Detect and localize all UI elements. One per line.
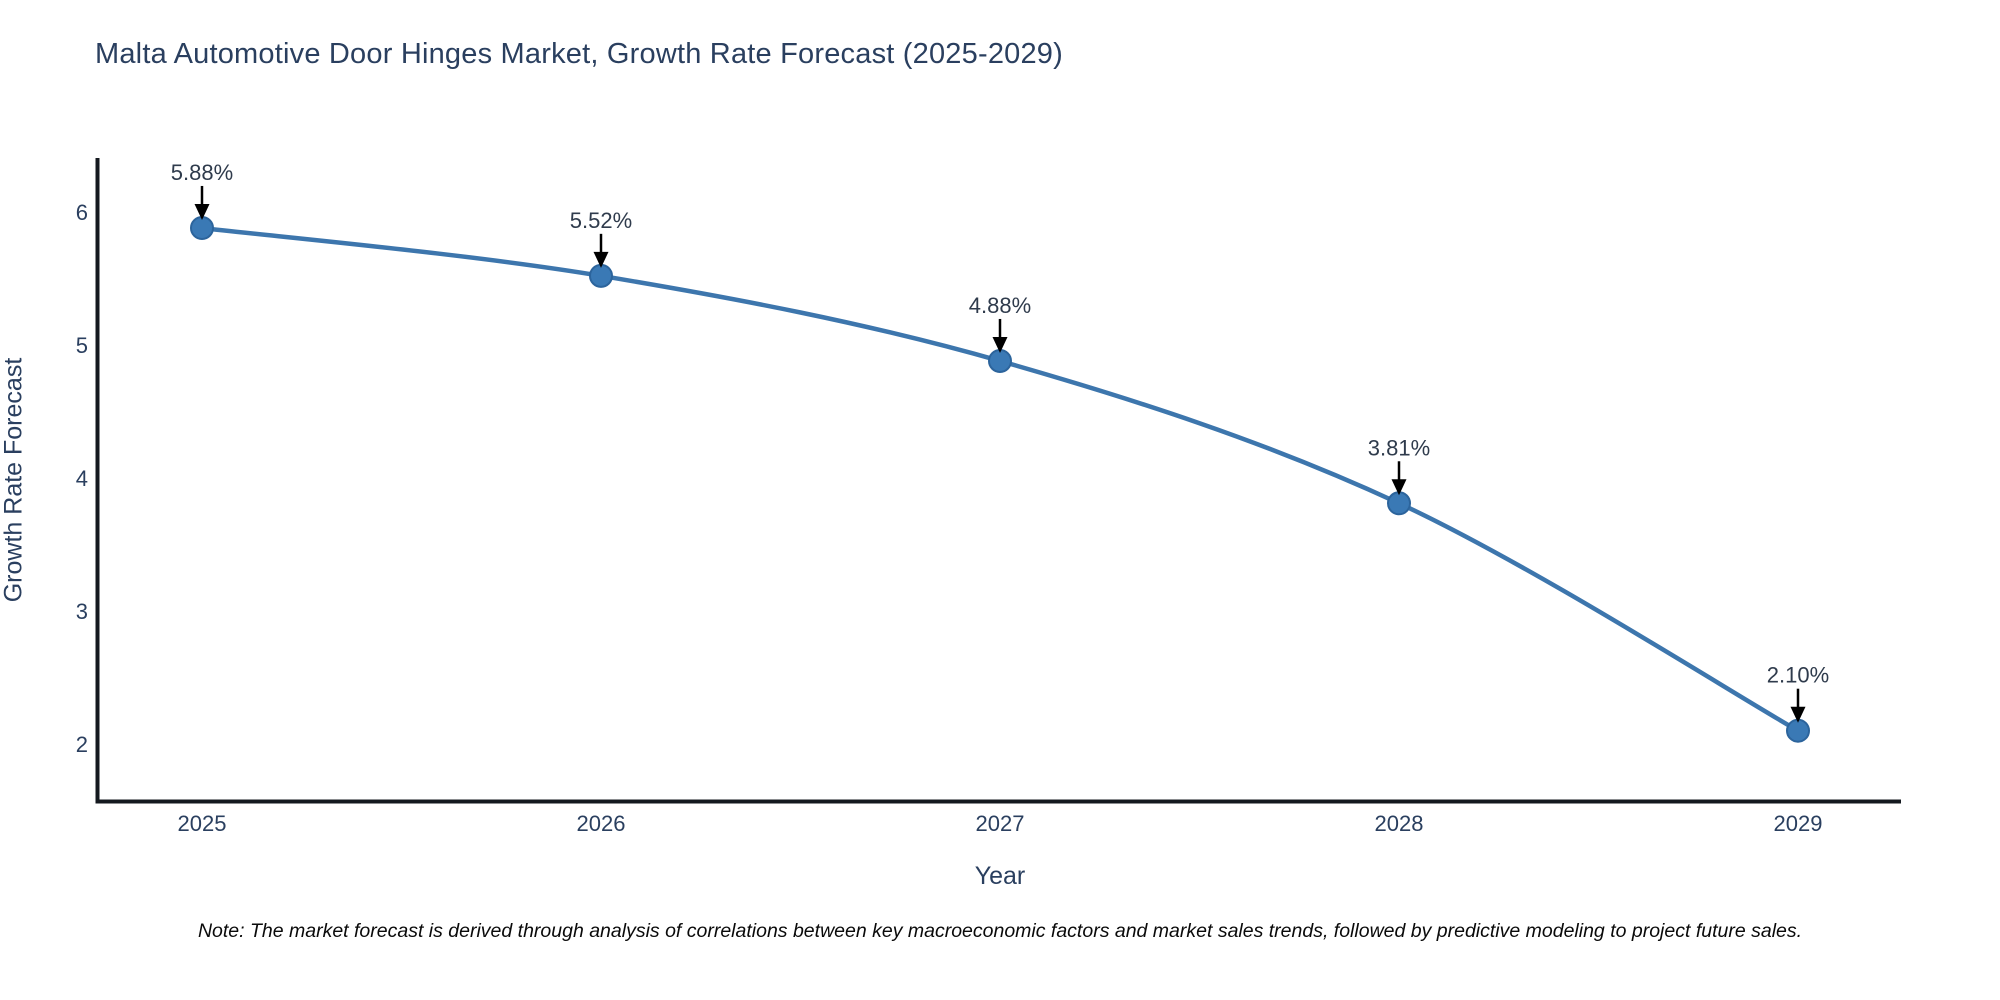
- chart-title: Malta Automotive Door Hinges Market, Gro…: [95, 38, 1063, 70]
- y-axis-title-text: Growth Rate Forecast: [0, 357, 28, 603]
- footnote: Note: The market forecast is derived thr…: [197, 920, 1803, 942]
- annotation-arrowhead-icon: [1790, 706, 1806, 723]
- data-point-label: 2.10%: [1767, 663, 1829, 688]
- data-point-marker: [1387, 491, 1411, 516]
- y-tick-label: 2: [76, 732, 88, 757]
- y-tick-label: 3: [76, 599, 88, 624]
- data-point-marker: [988, 348, 1012, 373]
- data-point-label: 4.88%: [969, 293, 1031, 318]
- data-point-label: 5.52%: [570, 208, 632, 233]
- annotation-arrowhead-icon: [1391, 479, 1407, 496]
- data-point-marker: [1786, 718, 1810, 743]
- x-tick-label: 2026: [577, 811, 626, 836]
- annotation-arrowhead-icon: [593, 251, 609, 268]
- x-tick-label: 2028: [1375, 811, 1424, 836]
- x-tick-label: 2027: [976, 811, 1025, 836]
- data-point-label: 3.81%: [1368, 435, 1430, 460]
- annotation-arrowhead-icon: [194, 203, 210, 220]
- x-tick-label: 2025: [178, 811, 227, 836]
- y-tick-label: 6: [76, 200, 88, 225]
- y-tick-label: 4: [76, 466, 88, 491]
- data-point-marker: [589, 263, 613, 288]
- x-tick-label: 2029: [1774, 811, 1823, 836]
- data-point-marker: [190, 215, 214, 240]
- x-axis-title: Year: [974, 862, 1026, 890]
- data-point-label: 5.88%: [171, 160, 233, 185]
- annotation-arrowhead-icon: [992, 336, 1008, 353]
- y-tick-label: 5: [76, 333, 88, 358]
